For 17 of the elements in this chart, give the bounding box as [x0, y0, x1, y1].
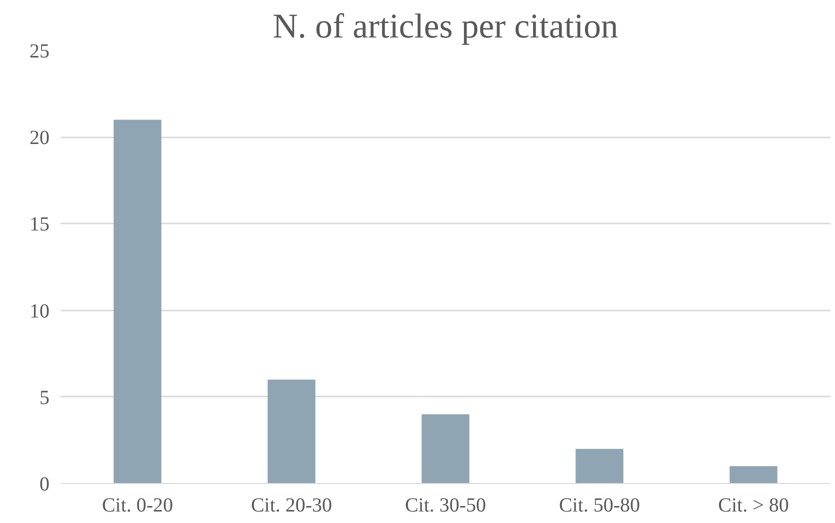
x-tick-label: Cit. > 80 [718, 494, 789, 516]
y-tick-label: 0 [40, 474, 50, 496]
bar [576, 448, 624, 484]
bar [268, 380, 316, 484]
y-tick-label: 15 [30, 214, 50, 236]
y-tick-label: 10 [30, 300, 50, 322]
y-tick-label: 25 [30, 40, 50, 62]
y-tick-label: 5 [40, 386, 50, 409]
bar [730, 466, 778, 484]
y-tick-label: 20 [30, 127, 50, 150]
bar [422, 414, 470, 484]
x-tick-label: Cit. 50-80 [558, 494, 640, 516]
x-tick-label: Cit. 0-20 [102, 494, 174, 516]
bar [114, 120, 162, 484]
x-tick-label: Cit. 30-50 [404, 494, 486, 516]
x-tick-label: Cit. 20-30 [250, 494, 332, 516]
chart-title: N. of articles per citation [272, 8, 618, 46]
